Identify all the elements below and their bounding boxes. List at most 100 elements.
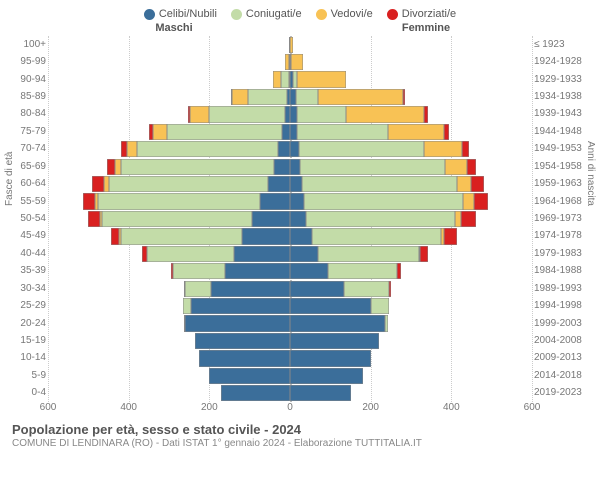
legend-item: Divorziati/e xyxy=(387,8,456,20)
male-bar xyxy=(48,176,290,192)
y-left-label: 60-64 xyxy=(10,179,46,189)
bar-segment xyxy=(195,333,290,349)
y-left-label: 20-24 xyxy=(10,319,46,329)
bar-segment xyxy=(127,141,137,157)
bar-segment xyxy=(153,124,167,140)
legend-label: Divorziati/e xyxy=(402,8,456,20)
legend-label: Vedovi/e xyxy=(331,8,373,20)
y-right-label: 1934-1938 xyxy=(534,92,590,102)
y-left-label: 95-99 xyxy=(10,57,46,67)
female-bar xyxy=(290,315,532,331)
pyramid-row xyxy=(48,141,532,157)
male-bar xyxy=(48,350,290,366)
bar-segment xyxy=(185,281,211,297)
y-right-label: 1939-1943 xyxy=(534,109,590,119)
female-bar xyxy=(290,71,532,87)
bar-segment xyxy=(297,124,388,140)
pyramid-row xyxy=(48,281,532,297)
y-right-label: 2019-2023 xyxy=(534,388,590,398)
bar-segment xyxy=(463,193,473,209)
bar-segment xyxy=(290,315,385,331)
male-bar xyxy=(48,211,290,227)
female-bar xyxy=(290,141,532,157)
bar-segment xyxy=(234,246,290,262)
bar-segment xyxy=(221,385,290,401)
bar-segment xyxy=(185,315,290,331)
bar-segment xyxy=(225,263,290,279)
male-bar xyxy=(48,246,290,262)
bar-segment xyxy=(457,176,471,192)
pyramid-row xyxy=(48,385,532,401)
female-bar xyxy=(290,124,532,140)
y-left-label: 80-84 xyxy=(10,109,46,119)
bar-segment xyxy=(397,263,401,279)
y-left-label: 5-9 xyxy=(10,371,46,381)
pyramid-row xyxy=(48,54,532,70)
bar-segment xyxy=(98,193,259,209)
bar-segment xyxy=(252,211,290,227)
bar-segment xyxy=(268,176,290,192)
bar-segment xyxy=(474,193,488,209)
bar-segment xyxy=(300,159,445,175)
y-right-label: 1924-1928 xyxy=(534,57,590,67)
bar-segment xyxy=(211,281,290,297)
female-bar xyxy=(290,385,532,401)
male-bar xyxy=(48,54,290,70)
pyramid-row xyxy=(48,124,532,140)
bar-segment xyxy=(290,368,363,384)
y-right-label: 1929-1933 xyxy=(534,75,590,85)
legend-swatch xyxy=(316,9,327,20)
x-tick-label: 200 xyxy=(201,402,218,413)
bar-segment xyxy=(183,298,191,314)
bar-segment xyxy=(371,298,389,314)
x-tick-label: 600 xyxy=(524,402,541,413)
bar-segment xyxy=(290,159,300,175)
pyramid-row xyxy=(48,71,532,87)
bar-segment xyxy=(121,228,242,244)
bar-segment xyxy=(462,141,469,157)
gender-labels: Maschi Femmine xyxy=(48,22,552,34)
y-right-label: 1969-1973 xyxy=(534,214,590,224)
y-left-label: 70-74 xyxy=(10,144,46,154)
bar-segment xyxy=(191,298,290,314)
bar-segment xyxy=(385,315,388,331)
bar-segment xyxy=(420,246,427,262)
bar-segment xyxy=(282,124,290,140)
y-left-label: 90-94 xyxy=(10,75,46,85)
bar-segment xyxy=(424,106,427,122)
bar-segment xyxy=(344,281,388,297)
bar-segment xyxy=(290,211,306,227)
legend-swatch xyxy=(387,9,398,20)
population-pyramid-chart: Celibi/NubiliConiugati/eVedovi/eDivorzia… xyxy=(0,0,600,500)
pyramid-row xyxy=(48,228,532,244)
legend-swatch xyxy=(231,9,242,20)
bar-segment xyxy=(290,263,328,279)
pyramid-rows xyxy=(48,36,532,402)
male-bar xyxy=(48,368,290,384)
female-bar xyxy=(290,37,532,53)
pyramid-row xyxy=(48,37,532,53)
bar-segment xyxy=(291,54,303,70)
bar-segment xyxy=(299,141,424,157)
y-left-label: 50-54 xyxy=(10,214,46,224)
x-tick-label: 0 xyxy=(287,402,293,413)
female-bar xyxy=(290,54,532,70)
bar-segment xyxy=(111,228,119,244)
gender-right-label: Femmine xyxy=(300,22,552,34)
x-tick-label: 600 xyxy=(40,402,57,413)
bar-segment xyxy=(304,193,463,209)
y-left-label: 25-29 xyxy=(10,301,46,311)
x-tick-label: 400 xyxy=(443,402,460,413)
bar-segment xyxy=(209,106,286,122)
bar-segment xyxy=(302,176,457,192)
pyramid-row xyxy=(48,368,532,384)
male-bar xyxy=(48,89,290,105)
female-bar xyxy=(290,176,532,192)
bar-segment xyxy=(290,333,379,349)
bar-segment xyxy=(102,211,251,227)
female-bar xyxy=(290,106,532,122)
pyramid-row xyxy=(48,106,532,122)
female-bar xyxy=(290,298,532,314)
y-left-label: 45-49 xyxy=(10,231,46,241)
bar-segment xyxy=(290,176,302,192)
